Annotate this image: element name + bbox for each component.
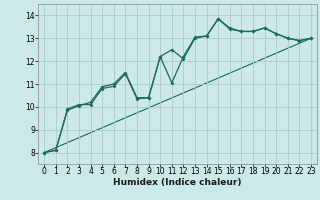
- X-axis label: Humidex (Indice chaleur): Humidex (Indice chaleur): [113, 178, 242, 187]
